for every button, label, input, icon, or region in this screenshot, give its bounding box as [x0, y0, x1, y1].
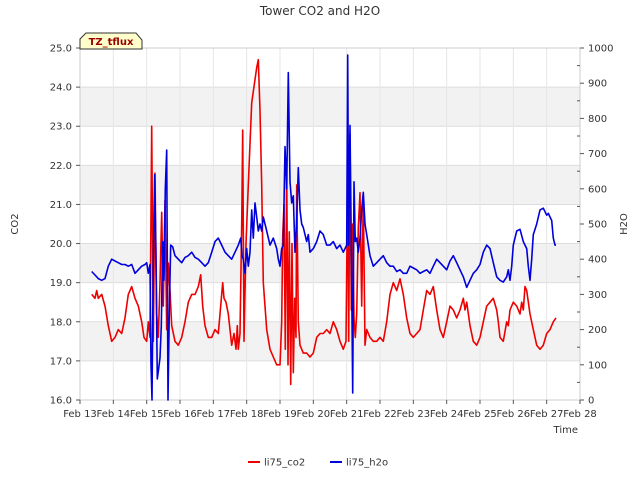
x-axis: Feb 13 Feb 14 Feb 15 Feb 16 Feb 17 Feb 18 Feb … [63, 400, 597, 420]
x-tick-label: Feb 19 [263, 409, 297, 420]
x-tick-label: Feb 16 [163, 409, 197, 420]
y-left-tick-label: 23.0 [50, 122, 72, 133]
x-tick-label: Feb 21 [330, 409, 364, 420]
y-left-tick-label: 20.0 [50, 239, 72, 250]
y-right-tick-label: 900 [588, 79, 607, 90]
x-tick-label: Feb 22 [363, 409, 397, 420]
legend-label-li75_h2o: li75_h2o [346, 458, 388, 469]
y-left-tick-label: 25.0 [50, 44, 72, 55]
y-right-tick-label: 1000 [588, 44, 613, 55]
y-left-tick-label: 22.0 [50, 161, 72, 172]
legend: li75_co2 li75_h2o [248, 458, 388, 469]
x-tick-label: Feb 17 [197, 409, 231, 420]
y-axis-right-label: H2O [619, 213, 630, 235]
y-left-tick-label: 21.0 [50, 200, 72, 211]
x-tick-label: Feb 25 [463, 409, 497, 420]
plot-band [80, 87, 580, 127]
y-right-tick-label: 200 [588, 325, 607, 336]
x-tick-label: Feb 13 [63, 409, 97, 420]
y-axis-left: 16.0 17.0 18.0 19.0 20.0 21.0 22.0 23.0 24.0 25.0 [50, 44, 80, 407]
annotation-label: TZ_tflux [89, 37, 134, 48]
y-right-tick-label: 700 [588, 149, 607, 160]
x-axis-label: Time [553, 425, 578, 436]
series-line-li75_h2o [91, 54, 556, 401]
x-tick-label: Feb 15 [130, 409, 164, 420]
y-left-tick-label: 19.0 [50, 278, 72, 289]
plot-band [80, 321, 580, 361]
legend-label-li75_co2: li75_co2 [264, 458, 305, 469]
y-axis-right: 0 100 200 300 400 500 600 700 800 900 1000 [577, 44, 613, 407]
x-tick-label: Feb 20 [297, 409, 331, 420]
annotation-background [79, 32, 143, 50]
x-tick-label: Feb 18 [230, 409, 264, 420]
x-tick-label: Feb 23 [397, 409, 431, 420]
series-group [91, 54, 557, 401]
y-right-tick-label: 400 [588, 255, 607, 266]
y-right-tick-label: 100 [588, 360, 607, 371]
y-left-tick-label: 18.0 [50, 317, 72, 328]
y-axis-left-label: CO2 [10, 213, 21, 234]
y-left-tick-label: 24.0 [50, 83, 72, 94]
x-tick-label: Feb 28 [563, 409, 597, 420]
y-right-tick-label: 300 [588, 290, 607, 301]
y-left-tick-label: 16.0 [50, 396, 72, 407]
x-tick-label: Feb 24 [430, 409, 464, 420]
y-right-tick-label: 800 [588, 114, 607, 125]
x-tick-label: Feb 14 [97, 409, 131, 420]
plot-band [80, 165, 580, 205]
x-tick-label: Feb 26 [497, 409, 531, 420]
y-right-tick-label: 600 [588, 184, 607, 195]
chart-title: Tower CO2 and H2O [259, 4, 380, 18]
y-right-tick-label: 0 [588, 396, 594, 407]
x-tick-label: Feb 27 [530, 409, 564, 420]
y-right-tick-label: 500 [588, 220, 607, 231]
plot-bands [80, 87, 580, 361]
y-left-tick-label: 17.0 [50, 356, 72, 367]
annotation-box: TZ_tflux [79, 32, 143, 50]
